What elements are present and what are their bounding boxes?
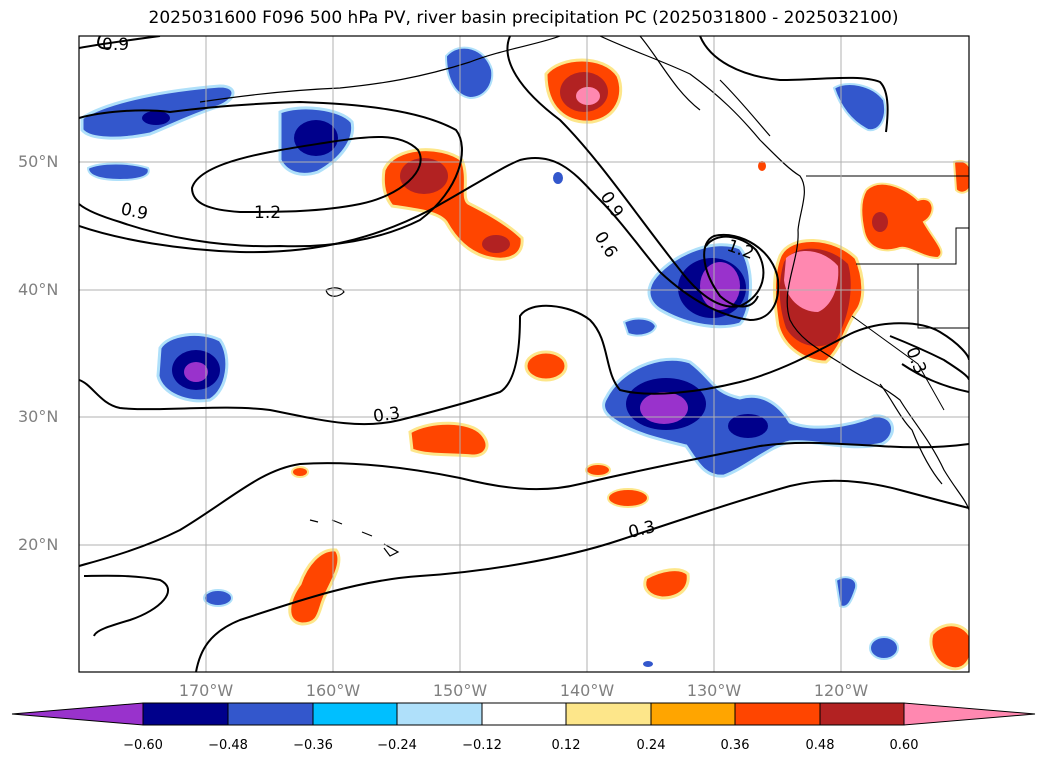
colorbar-tick: −0.60 <box>123 738 163 753</box>
gridlines <box>79 36 969 672</box>
contour-0.9-east <box>506 36 765 308</box>
lat-label: 40°N <box>18 280 59 299</box>
contour-label: 1.2 <box>254 203 281 223</box>
colorbar-tick: 0.36 <box>720 738 750 753</box>
colorbar-tick: 0.60 <box>889 738 919 753</box>
pv-contours <box>79 36 969 672</box>
colorbar-tick: 0.48 <box>805 738 835 753</box>
colorbar-extend-low <box>11 702 144 726</box>
colorbar-tick: −0.48 <box>208 738 248 753</box>
contour-0.9-ridge <box>79 36 161 49</box>
colorbar-extend-high <box>903 702 1036 726</box>
contour-label: 0.3 <box>372 403 402 427</box>
borders <box>806 175 969 411</box>
colorbar-tick: −0.24 <box>377 738 417 753</box>
lat-label: 30°N <box>18 407 59 426</box>
lat-label: 50°N <box>18 152 59 171</box>
lat-label: 20°N <box>18 535 59 554</box>
contour-0.3-mid <box>79 304 969 426</box>
lon-label: 150°W <box>432 681 488 700</box>
lon-label: 120°W <box>813 681 869 700</box>
lon-label: 160°W <box>305 681 361 700</box>
lon-label: 170°W <box>178 681 234 700</box>
contour-label: 0.9 <box>102 35 129 55</box>
map-title: 2025031600 F096 500 hPa PV, river basin … <box>148 8 899 28</box>
colorbar-tick: −0.36 <box>293 738 333 753</box>
lon-label: 130°W <box>686 681 742 700</box>
coastlines <box>199 36 969 557</box>
contour-0.3-far-south <box>83 479 969 672</box>
colorbar-tick: 0.12 <box>551 738 581 753</box>
colorbar <box>11 702 1036 726</box>
contour-east-arc <box>699 36 889 133</box>
contour-0.3-south <box>79 441 969 567</box>
contour-1.2 <box>190 136 422 214</box>
contour-0.3-east <box>901 363 969 393</box>
lon-label: 140°W <box>559 681 615 700</box>
colorbar-tick: 0.24 <box>636 738 666 753</box>
contour-0.6-west <box>79 157 780 322</box>
contour-0.9-north <box>79 100 463 248</box>
map-frame <box>78 35 970 673</box>
colorbar-tick: −0.12 <box>462 738 502 753</box>
